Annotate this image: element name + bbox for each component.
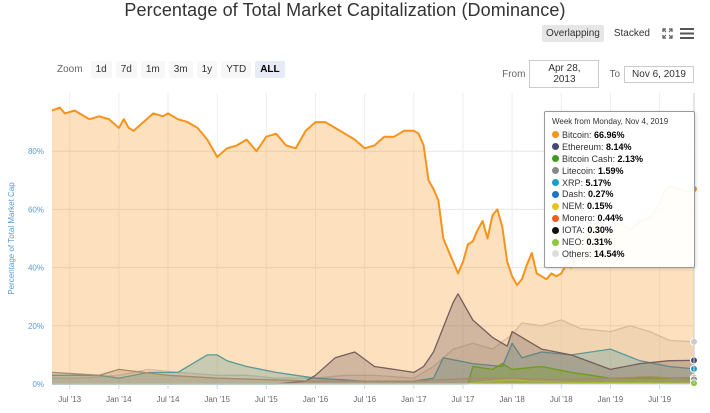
x-tick-label: Jul '15	[255, 395, 278, 404]
tooltip-series-value: 0.44%	[597, 213, 624, 224]
x-tick-label: Jan '16	[303, 395, 329, 404]
legend-dot-icon	[552, 250, 559, 258]
tooltip-series-value: 0.27%	[588, 189, 614, 200]
tooltip-series-name: Others:	[562, 248, 595, 259]
x-tick-label: Jul '14	[157, 395, 180, 404]
legend-dot-icon	[552, 131, 559, 139]
date-range: From Apr 28, 2013 To Nov 6, 2019	[502, 60, 694, 88]
tooltip-series-value: 1.59%	[598, 165, 624, 176]
zoom-1d-button[interactable]: 1d	[90, 61, 112, 78]
stacked-toggle[interactable]: Stacked	[613, 28, 650, 39]
tooltip-series-value: 5.17%	[585, 177, 612, 188]
tooltip-series-name: Monero:	[562, 213, 598, 224]
tooltip-rows: Bitcoin: 66.96% Ethereum: 8.14% Bitcoin Ca…	[552, 130, 688, 261]
x-tick-label: Jan '14	[106, 395, 132, 404]
tooltip-header: Week from Monday, Nov 4, 2019	[552, 117, 669, 126]
tooltip-row-dash: Dash: 0.27%	[552, 189, 688, 201]
tooltip-series-value: 14.54%	[594, 248, 625, 259]
axis-labels: 0% 20% 40% 60% 80% Jul '13 Jan '14 Jul '14 Jan '…	[7, 147, 694, 404]
tooltip-series-value: 66.96%	[594, 129, 625, 140]
x-tick-label: Jan '18	[499, 395, 525, 404]
range-to-label: To	[609, 68, 620, 80]
area-litecoin	[52, 369, 694, 384]
series-areas	[51, 106, 695, 385]
y-axis-title: Percentage of Total Market Cap	[7, 182, 16, 295]
tooltip-row-ethereum: Ethereum: 8.14%	[552, 142, 688, 154]
tooltip-series-value: 0.30%	[587, 225, 613, 236]
tooltip-series-name: Bitcoin:	[562, 129, 595, 140]
area-others	[52, 320, 694, 384]
zoom-1y-button[interactable]: 1y	[196, 61, 218, 78]
tooltip-row-neo: NEO: 0.31%	[552, 237, 688, 249]
tooltip-series-name: Bitcoin Cash:	[562, 153, 618, 164]
hamburger-menu-icon[interactable]	[680, 27, 694, 41]
range-to-input[interactable]: Nov 6, 2019	[624, 65, 694, 83]
y-tick-label: 0%	[32, 380, 44, 389]
tooltip-series-value: 0.15%	[587, 201, 613, 212]
tooltip-series-name: IOTA:	[562, 225, 588, 236]
area-xrp	[52, 343, 694, 384]
tooltip-row-litecoin: Litecoin: 1.59%	[552, 166, 688, 178]
legend-dot-icon	[552, 179, 559, 187]
tooltip-row-xrp: XRP: 5.17%	[552, 178, 688, 190]
legend-dot-icon	[552, 202, 559, 210]
tooltip-series-value: 8.14%	[606, 141, 632, 152]
tooltip-series-name: Litecoin:	[562, 165, 599, 176]
x-tick-label: Jan '19	[598, 395, 624, 404]
y-tick-label: 60%	[28, 205, 44, 214]
zoom-ytd-button[interactable]: YTD	[221, 61, 252, 78]
tooltip-series-name: Dash:	[562, 189, 589, 200]
zoom-7d-button[interactable]: 7d	[115, 61, 137, 78]
tooltip-series-name: XRP:	[562, 177, 586, 188]
tooltip-row-bitcoin: Bitcoin: 66.96%	[552, 130, 688, 142]
zoom-1m-button[interactable]: 1m	[140, 61, 165, 78]
x-tick-label: Jul '13	[58, 395, 81, 404]
chart-tooltip: Week from Monday, Nov 4, 2019 Bitcoin: 6…	[544, 111, 695, 268]
tooltip-series-name: Ethereum:	[562, 141, 607, 152]
area-ethereum	[52, 293, 694, 384]
tooltip-series-name: NEM:	[562, 201, 588, 212]
tooltip-row-iota: IOTA: 0.30%	[552, 225, 688, 237]
area-neo	[52, 379, 694, 384]
x-tick-label: Jul '18	[550, 395, 573, 404]
fullscreen-icon[interactable]	[660, 27, 674, 41]
line-ethereum	[52, 293, 695, 385]
tooltip-series-value: 0.31%	[586, 237, 613, 248]
y-tick-label: 80%	[28, 147, 44, 156]
line-litecoin	[51, 368, 695, 382]
zoom-3m-button[interactable]: 3m	[168, 61, 193, 78]
legend-dot-icon	[552, 190, 559, 198]
zoom-selector: Zoom 1d 7d 1m 3m 1y YTD ALL	[57, 61, 285, 78]
chart-title: Percentage of Total Market Capitalizatio…	[124, 0, 566, 20]
x-tick-label: Jan '15	[204, 395, 230, 404]
range-from-input[interactable]: Apr 28, 2013	[529, 60, 600, 88]
tooltip-row-monero: Monero: 0.44%	[552, 213, 688, 225]
x-tick-label: Jan '17	[401, 395, 427, 404]
tooltip-series-name: NEO:	[562, 237, 587, 248]
view-controls: Overlapping Stacked	[541, 25, 694, 42]
legend-dot-icon	[552, 167, 559, 175]
tooltip-row-others: Others: 14.54%	[552, 249, 688, 261]
overlapping-toggle[interactable]: Overlapping	[541, 25, 604, 42]
range-from-label: From	[502, 68, 526, 80]
x-tick-label: Jul '16	[353, 395, 376, 404]
legend-dot-icon	[552, 155, 559, 163]
y-tick-label: 40%	[28, 264, 44, 273]
legend-dot-icon	[552, 226, 559, 234]
tooltip-row-nem: NEM: 0.15%	[552, 201, 688, 213]
zoom-all-button[interactable]: ALL	[255, 61, 285, 78]
legend-dot-icon	[552, 143, 559, 151]
x-tick-label: Jul '19	[648, 395, 671, 404]
y-tick-label: 20%	[28, 322, 44, 331]
legend-dot-icon	[552, 214, 559, 222]
zoom-label: Zoom	[57, 64, 83, 75]
legend-dot-icon	[552, 238, 559, 246]
area-bitcoin	[52, 107, 694, 384]
tooltip-row-bitcoin-cash: Bitcoin Cash: 2.13%	[552, 154, 688, 166]
x-tick-label: Jul '17	[452, 395, 475, 404]
tooltip-series-value: 2.13%	[617, 153, 644, 164]
